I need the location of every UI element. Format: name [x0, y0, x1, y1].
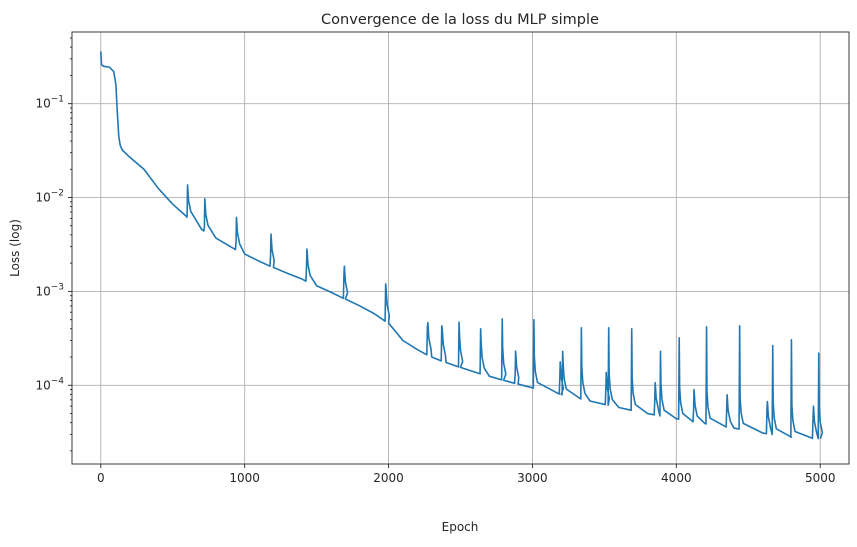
- x-tick-label: 4000: [661, 471, 692, 485]
- x-tick-label: 2000: [373, 471, 404, 485]
- chart-title: Convergence de la loss du MLP simple: [321, 12, 599, 28]
- y-tick-label: 10−4: [35, 376, 64, 392]
- grid: [72, 32, 849, 464]
- x-tick-label: 3000: [517, 471, 548, 485]
- plot-frame: [71, 31, 850, 465]
- y-tick-label: 10−1: [35, 95, 64, 111]
- x-tick-label: 0: [97, 471, 105, 485]
- y-axis: 10−4 10−3 10−2 10−1: [35, 37, 72, 452]
- y-tick-label: 10−2: [35, 189, 64, 205]
- loss-series-line: [99, 51, 824, 440]
- x-axis-label: Epoch: [442, 520, 479, 534]
- x-tick-label: 1000: [229, 471, 260, 485]
- y-axis-label: Loss (log): [8, 219, 22, 277]
- y-tick-label: 10−3: [35, 282, 64, 298]
- x-tick-label: 5000: [805, 471, 836, 485]
- x-axis: 0 1000 2000 3000 4000 5000: [97, 464, 836, 485]
- series-layer: [99, 51, 824, 440]
